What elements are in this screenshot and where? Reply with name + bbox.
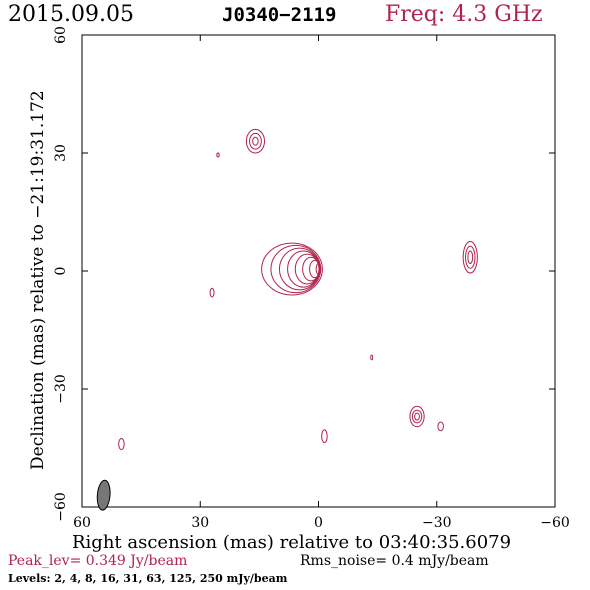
contour-line — [278, 247, 321, 291]
frequency-label: Freq: 4.3 GHz — [385, 2, 543, 27]
peak-level: Peak_lev= 0.349 Jy/beam — [8, 553, 188, 569]
y-tick-label: 60 — [53, 26, 69, 44]
contour-line — [287, 250, 320, 288]
contour-line — [411, 409, 423, 424]
contour-blob-5 — [216, 152, 220, 158]
contour-east-knot — [245, 128, 265, 154]
contour-line — [118, 438, 125, 451]
contour-blob-1 — [118, 438, 125, 451]
source-name: J0340−2119 — [222, 4, 337, 26]
contour-line — [437, 421, 444, 432]
contour-blob-2 — [321, 429, 328, 443]
x-tick-label: 0 — [314, 515, 323, 531]
restoring-beam — [96, 479, 111, 511]
y-tick-label: 0 — [53, 267, 69, 276]
contour-line — [462, 241, 478, 274]
contour-line — [249, 132, 262, 150]
contour-levels: Levels: 2, 4, 8, 16, 31, 63, 125, 250 mJ… — [8, 572, 288, 585]
contour-line — [409, 405, 425, 428]
y-tick-label: −60 — [53, 492, 69, 522]
contour-blob-6 — [370, 354, 374, 361]
x-tick-label: −30 — [422, 515, 452, 531]
contour-line — [465, 245, 476, 269]
contour-line — [216, 152, 220, 158]
x-tick-label: 30 — [191, 515, 209, 531]
contour-west-knot — [462, 241, 478, 274]
y-tick-label: −30 — [53, 374, 69, 404]
contour-lines — [118, 128, 478, 451]
y-tick-label: 30 — [53, 144, 69, 162]
axis-ticks: 60 30 0 −30 −60 −60 −30 0 30 60 — [53, 26, 570, 531]
rms-noise: Rms_noise= 0.4 mJy/beam — [300, 553, 489, 569]
contour-core — [261, 242, 323, 296]
contour-line — [252, 136, 259, 146]
contour-blob-4 — [209, 287, 215, 298]
contour-line — [370, 354, 374, 361]
contour-line — [245, 128, 265, 154]
contour-line — [270, 244, 322, 294]
x-tick-label: −60 — [540, 515, 570, 531]
x-tick-label: 60 — [73, 515, 91, 531]
contour-line — [209, 287, 215, 298]
observation-date: 2015.09.05 — [8, 2, 134, 27]
contour-blob-3 — [437, 421, 444, 432]
y-axis-label: Declination (mas) relative to −21:19:31.… — [28, 90, 48, 470]
contour-south-knot — [409, 405, 425, 428]
contour-line — [467, 250, 474, 265]
beam-ellipse — [96, 479, 111, 511]
x-axis-label: Right ascension (mas) relative to 03:40:… — [72, 532, 512, 553]
contour-line — [414, 412, 420, 421]
contour-line — [321, 429, 328, 443]
contour-line — [261, 242, 323, 296]
